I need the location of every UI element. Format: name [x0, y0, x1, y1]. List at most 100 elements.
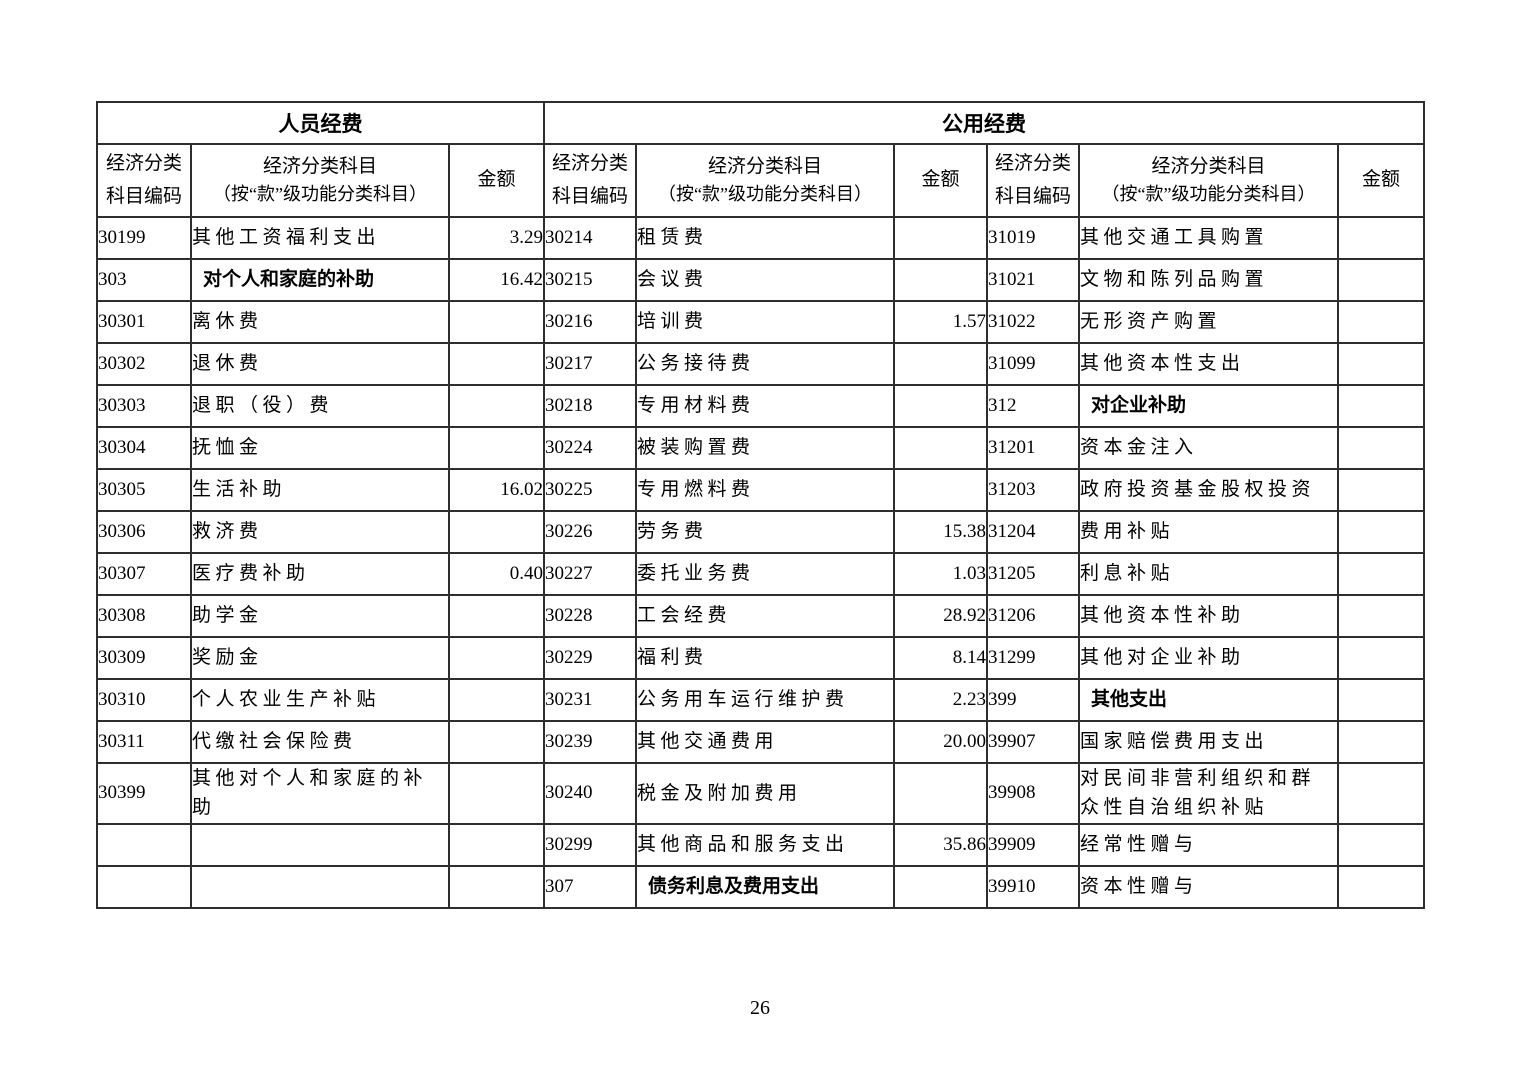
subject-cell: 福利费 — [635, 636, 896, 680]
code-cell: 30301 — [96, 300, 192, 344]
subject-cell: 资本金注入 — [1078, 426, 1340, 470]
code-cell: 30307 — [96, 552, 192, 596]
code-cell: 31099 — [986, 342, 1081, 386]
code-cell: 303 — [96, 258, 192, 302]
amount-cell — [1337, 258, 1426, 302]
col-header-subject-title: 经济分类科目 — [708, 155, 823, 177]
col-header-subject-subtitle: （按“款”级功能分类科目） — [1101, 184, 1316, 205]
col-header-subject-2: 经济分类科目 （按“款”级功能分类科目） — [635, 143, 896, 218]
table-row: 30301 离休费 30216 培训费 1.57 31022 无形资产购置 — [96, 300, 1426, 344]
code-cell: 30308 — [96, 594, 192, 638]
amount-cell — [893, 864, 989, 909]
subject-cell: 生活补助 — [190, 468, 450, 512]
subject-cell: 医疗费补助 — [190, 552, 450, 596]
col-header-code-2: 经济分类科目编码 — [543, 143, 638, 218]
amount-cell — [893, 258, 989, 302]
subject-cell: 其他对企业补助 — [1078, 636, 1340, 680]
amount-cell — [1337, 342, 1426, 386]
amount-cell: 2.23 — [893, 678, 989, 722]
subject-cell — [190, 864, 450, 909]
page-number: 26 — [750, 997, 770, 1019]
group-header-public-funds: 公用经费 — [543, 101, 1426, 145]
amount-cell: 35.86 — [893, 822, 989, 867]
code-cell: 31299 — [986, 636, 1081, 680]
amount-cell: 16.02 — [447, 468, 546, 512]
code-cell: 39910 — [986, 864, 1081, 909]
code-cell: 30215 — [543, 258, 638, 302]
code-cell: 312 — [986, 384, 1081, 428]
code-cell: 39907 — [986, 720, 1081, 764]
subject-cell: 公务用车运行维护费 — [635, 678, 896, 722]
amount-cell — [447, 384, 546, 428]
subject-cell: 其他工资福利支出 — [190, 216, 450, 260]
amount-cell — [447, 762, 546, 825]
subject-cell: 专用燃料费 — [635, 468, 896, 512]
group-header-row: 人员经费 公用经费 — [95, 101, 1426, 145]
subject-cell: 经常性赠与 — [1078, 822, 1340, 867]
amount-cell — [1337, 384, 1426, 428]
code-cell: 30231 — [543, 678, 638, 722]
subject-cell: 公务接待费 — [635, 342, 896, 386]
amount-cell — [1337, 678, 1426, 722]
subject-cell: 其他交通工具购置 — [1078, 216, 1340, 260]
amount-cell — [1337, 426, 1426, 470]
code-cell: 30302 — [96, 342, 192, 386]
subject-cell: 抚恤金 — [190, 426, 450, 470]
col-header-code-3: 经济分类科目编码 — [986, 143, 1081, 218]
col-header-subject-subtitle: （按“款”级功能分类科目） — [658, 184, 873, 205]
code-cell: 30228 — [543, 594, 638, 638]
code-cell: 30227 — [543, 552, 638, 596]
subject-cell: 债务利息及费用支出 — [635, 864, 896, 909]
table-row: 30307 医疗费补助 0.40 30227 委托业务费 1.03 31205 利息补贴 — [96, 552, 1426, 596]
col-header-subject-3: 经济分类科目 （按“款”级功能分类科目） — [1078, 143, 1340, 218]
subject-cell: 文物和陈列品购置 — [1078, 258, 1340, 302]
subject-cell: 奖励金 — [190, 636, 450, 680]
amount-cell: 0.40 — [447, 552, 546, 596]
table-row: 307 债务利息及费用支出 39910 资本性赠与 — [96, 864, 1426, 909]
subject-cell: 无形资产购置 — [1078, 300, 1340, 344]
table-row: 30305 生活补助 16.02 30225 专用燃料费 31203 政府投资基金股权投资 — [96, 468, 1426, 512]
code-cell: 30306 — [96, 510, 192, 554]
amount-cell — [447, 636, 546, 680]
code-cell: 39908 — [986, 762, 1081, 825]
code-cell: 31021 — [986, 258, 1081, 302]
subject-cell: 退休费 — [190, 342, 450, 386]
code-cell: 39909 — [986, 822, 1081, 867]
code-cell: 30216 — [543, 300, 638, 344]
amount-cell: 1.57 — [893, 300, 989, 344]
subject-cell: 离休费 — [190, 300, 450, 344]
subject-cell: 专用材料费 — [635, 384, 896, 428]
amount-cell: 3.29 — [447, 216, 546, 260]
subject-cell: 政府投资基金股权投资 — [1078, 468, 1340, 512]
amount-cell — [447, 594, 546, 638]
amount-cell — [447, 300, 546, 344]
col-header-subject-subtitle: （按“款”级功能分类科目） — [213, 184, 427, 205]
amount-cell — [893, 342, 989, 386]
code-cell: 30240 — [543, 762, 638, 825]
table-row: 30304 抚恤金 30224 被装购置费 31201 资本金注入 — [96, 426, 1426, 470]
table-row: 30310 个人农业生产补贴 30231 公务用车运行维护费 2.23 399 其他支出 — [96, 678, 1426, 722]
amount-cell — [1337, 300, 1426, 344]
code-cell: 30224 — [543, 426, 638, 470]
subject-cell: 其他资本性补助 — [1078, 594, 1340, 638]
code-cell: 399 — [986, 678, 1081, 722]
subject-cell: 国家赔偿费用支出 — [1078, 720, 1340, 764]
amount-cell — [893, 762, 989, 825]
amount-cell: 28.92 — [893, 594, 989, 638]
code-cell: 30225 — [543, 468, 638, 512]
subject-cell: 租赁费 — [635, 216, 896, 260]
amount-cell: 16.42 — [447, 258, 546, 302]
code-cell: 30311 — [96, 720, 192, 764]
subject-cell: 对个人和家庭的补助 — [190, 258, 450, 302]
code-cell: 30229 — [543, 636, 638, 680]
amount-cell — [893, 468, 989, 512]
subject-cell: 税金及附加费用 — [635, 762, 896, 825]
amount-cell — [447, 822, 546, 867]
amount-cell — [893, 384, 989, 428]
table-row: 30308 助学金 30228 工会经费 28.92 31206 其他资本性补助 — [96, 594, 1426, 638]
column-header-row: 经济分类科目编码 经济分类科目 （按“款”级功能分类科目） 金额 经济分类科目编… — [96, 143, 1426, 218]
group-header-personnel-funds: 人员经费 — [95, 101, 546, 145]
code-cell: 30217 — [543, 342, 638, 386]
code-cell: 31204 — [986, 510, 1081, 554]
amount-cell — [447, 342, 546, 386]
